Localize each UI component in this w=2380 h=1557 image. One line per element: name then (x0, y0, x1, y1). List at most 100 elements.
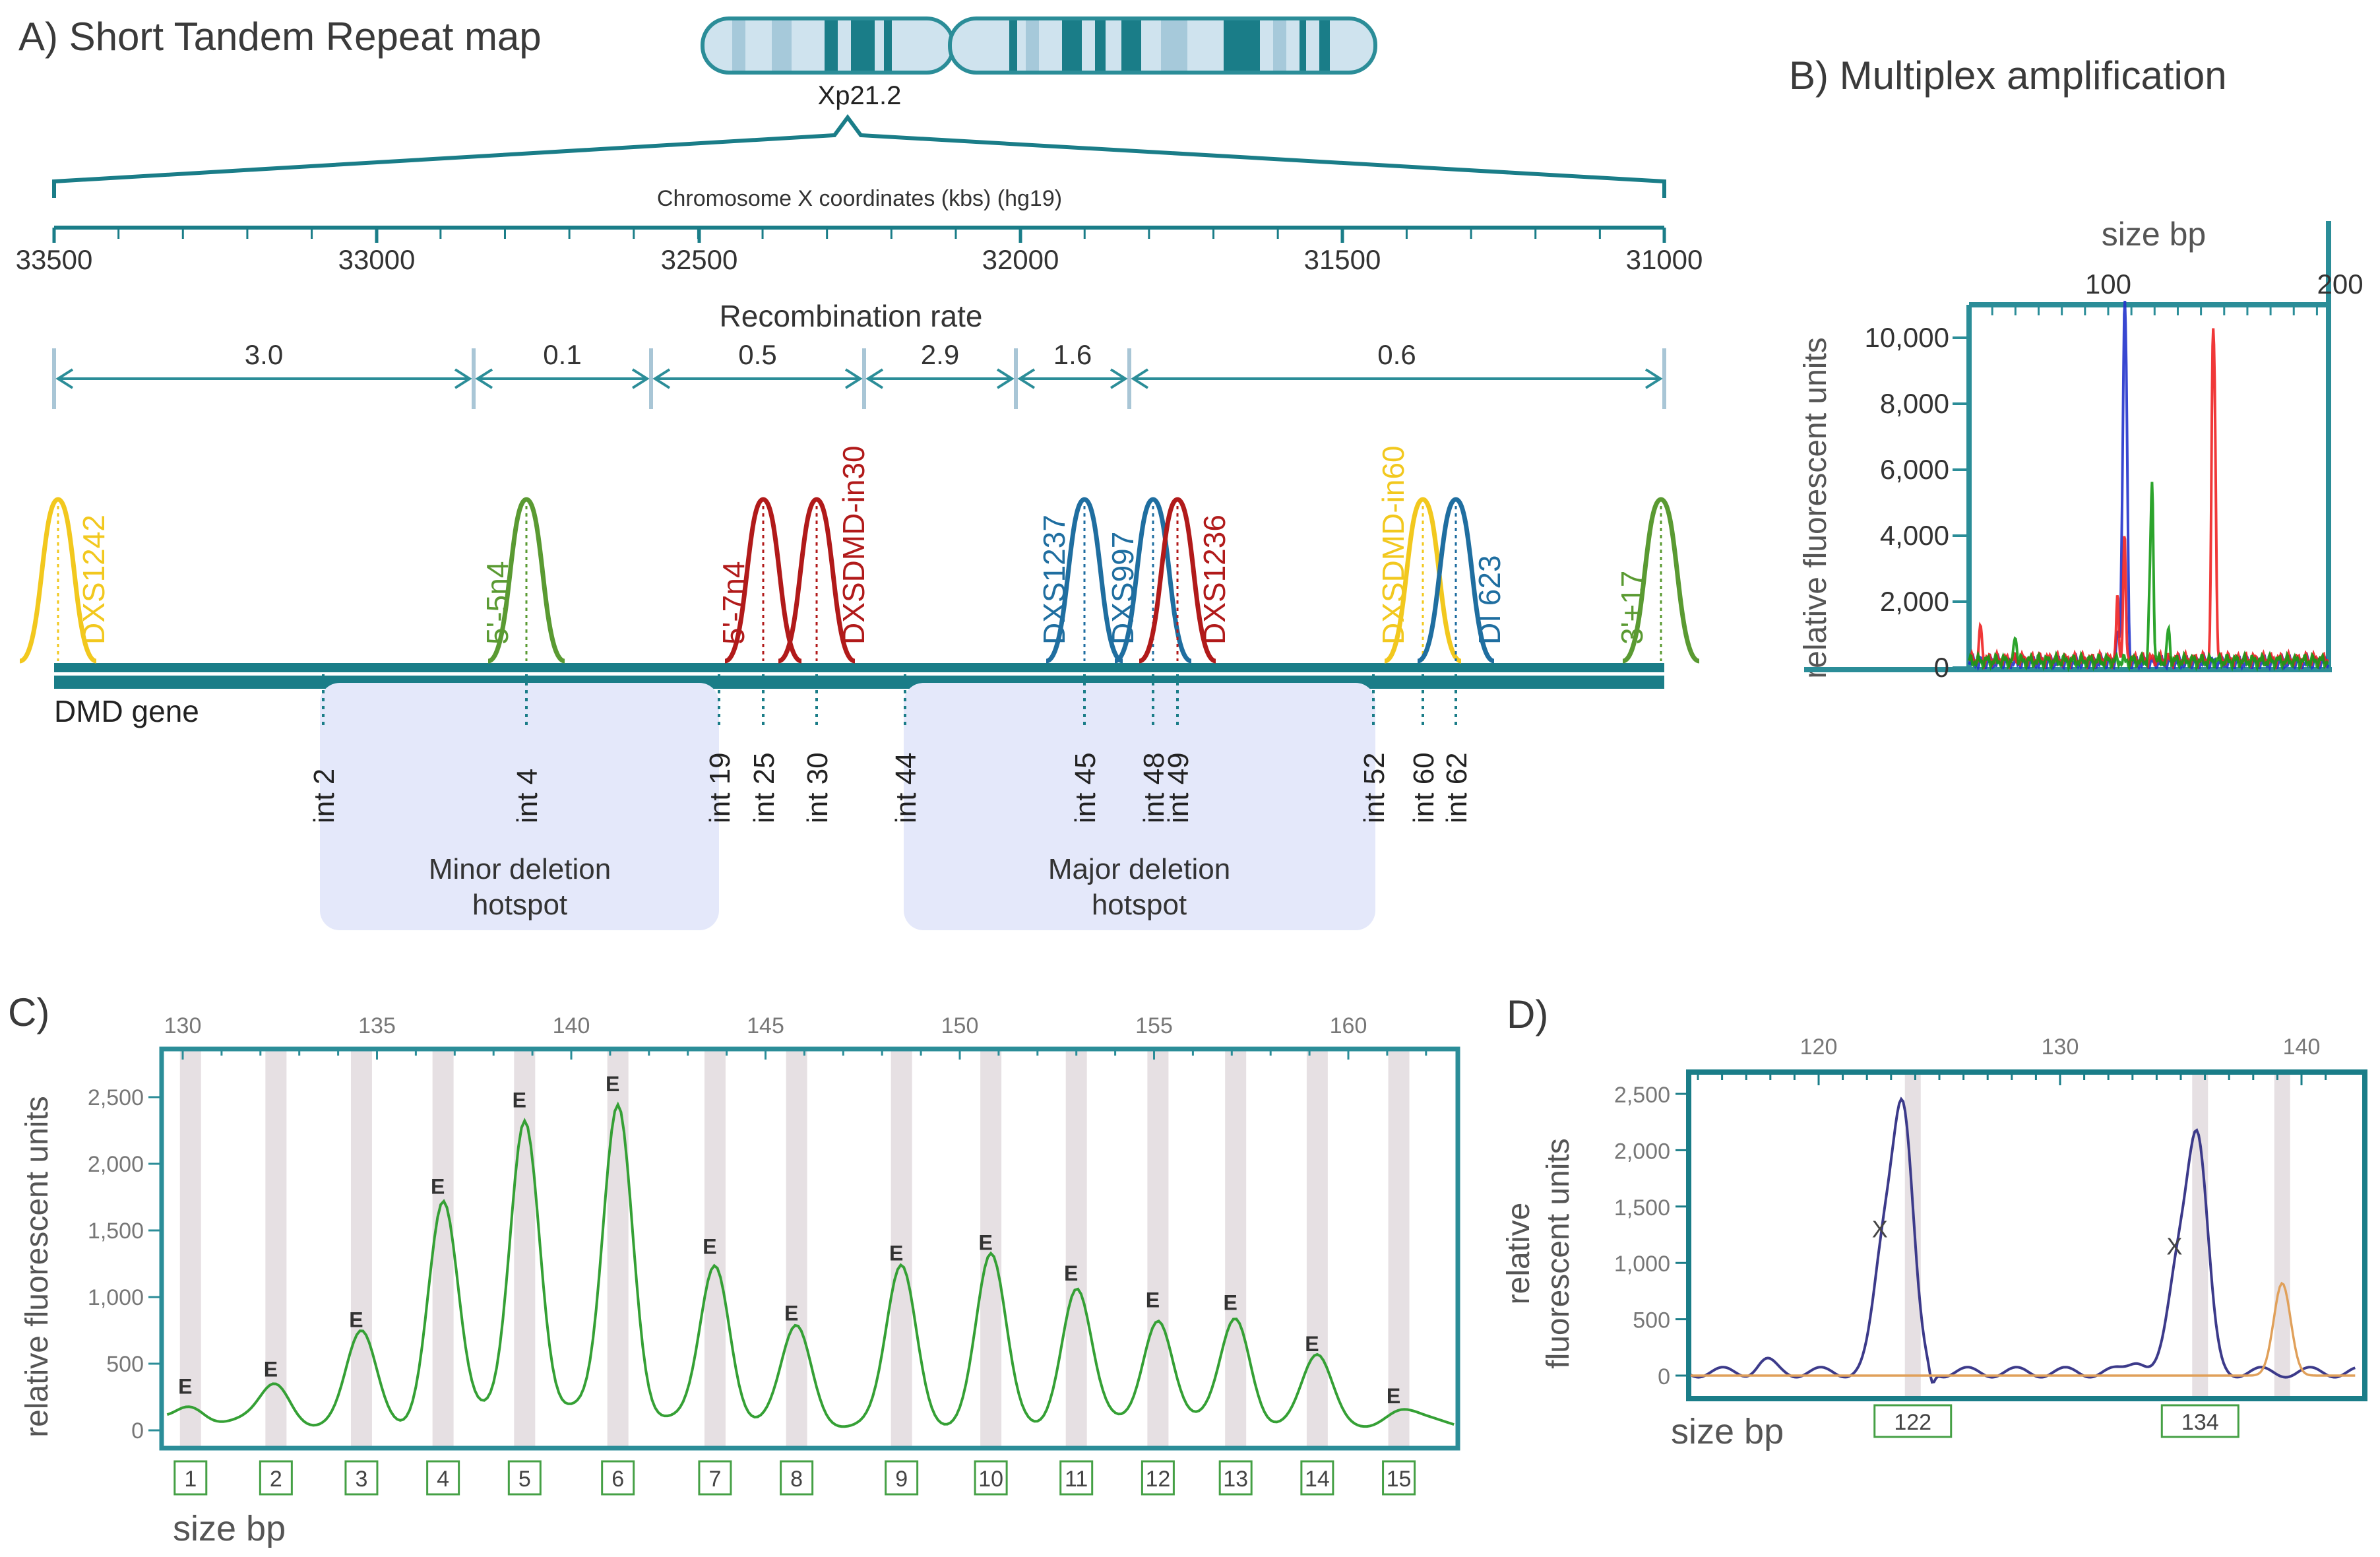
coord-tick-labels: 33500 33000 32500 32000 31500 31000 (16, 228, 1703, 275)
chart-c-peak-band (891, 1050, 912, 1446)
marker-peak (1621, 497, 1701, 664)
chart-c-ytick-label: 2,000 (88, 1152, 144, 1177)
chart-d-ytick-label: 2,000 (1614, 1139, 1670, 1164)
chart-d-peak-annotation: X (1872, 1216, 1888, 1243)
chart-b: 100 200 0 2,000 4,000 6,000 8,000 10,000 (1804, 221, 2364, 683)
chart-c-peak-index-box (344, 1460, 379, 1496)
panel-c-label: C) (8, 990, 49, 1034)
chart-d-allele-label: 122 (1894, 1410, 1931, 1435)
chart-c-peak-band (432, 1050, 454, 1446)
chart-d-peak-band (2192, 1074, 2208, 1397)
chart-c-peak-index-box (1141, 1460, 1175, 1496)
panel-b-xlabel: size bp (2102, 216, 2206, 253)
chart-c-peak-band (1065, 1050, 1087, 1446)
marker-label: DXSDMD-in30 (836, 445, 871, 645)
major-hotspot-line2: hotspot (1092, 889, 1187, 921)
chart-c-peak-index-box (1218, 1460, 1253, 1496)
chart-d: 120 130 140 0 500 1,000 1,500 2,000 2,500 X X 122 13… (1614, 1034, 2367, 1438)
marker-label: 5'-5n4 (480, 561, 515, 645)
chart-c-peak-marker: E (1305, 1332, 1319, 1356)
chart-c-peak-band (514, 1050, 536, 1446)
chart-c-peak-index: 9 (895, 1467, 908, 1492)
chart-c-peak-index: 1 (184, 1467, 197, 1492)
chart-d-frame (1686, 1069, 2367, 1401)
recomb-rate-label: 0.5 (738, 339, 776, 370)
recomb-rate-label: 3.0 (245, 339, 283, 370)
chart-c-peak-band (1147, 1050, 1169, 1446)
str-markers: DXS1242 5'-5n4 5'-7n4 DXSDMD-in30 DXS1237 DXS… (18, 445, 1701, 664)
marker-label: DXSDMD-in60 (1376, 445, 1410, 645)
chart-c-peak-index: 2 (270, 1467, 282, 1492)
chart-c-trace (166, 1101, 1455, 1428)
recomb-arrowhead-right (631, 368, 650, 389)
recomb-arrowhead-left (55, 368, 74, 389)
chart-c-peak-index: 6 (611, 1467, 624, 1492)
chart-d-xtick-label: 120 (1800, 1034, 1838, 1060)
marker-peak (1138, 497, 1217, 664)
marker-peak (1383, 497, 1462, 664)
chart-c-ytick-label: 1,500 (88, 1219, 144, 1244)
minor-deletion-hotspot (320, 683, 719, 930)
coord-tick-label: 31000 (1626, 244, 1703, 275)
marker-peak (1113, 497, 1193, 664)
recomb-arrowhead-right (844, 368, 863, 389)
chart-c-peak-index-box (885, 1460, 919, 1496)
chart-b-xtick-label: 100 (2085, 269, 2131, 300)
marker-label: 5'-7n4 (716, 561, 751, 645)
intron-label: int 52 (1358, 752, 1391, 823)
chart-c-peak-band (1225, 1050, 1247, 1446)
chart-c-ytick-label: 1,000 (88, 1285, 144, 1310)
intron-label: int 19 (704, 752, 736, 823)
recomb-arrowhead-left (1131, 368, 1149, 389)
chart-c-peak-band (704, 1050, 726, 1446)
panel-c-ylabel: relative fluorescent units (20, 1096, 55, 1438)
recomb-rate-label: 1.6 (1053, 339, 1092, 370)
marker-peak (777, 497, 856, 664)
marker-label: DXS997 (1106, 532, 1140, 645)
chart-c-peak-band (980, 1050, 1002, 1446)
coord-caption: Chromosome X coordinates (kbs) (hg19) (657, 186, 1062, 211)
panel-c-xlabel: size bp (173, 1509, 286, 1548)
chart-d-peak-band (2274, 1074, 2290, 1397)
chart-c-peak-band (786, 1050, 807, 1446)
chart-c-peak-index: 10 (978, 1467, 1003, 1492)
chart-c-peak-index-box (426, 1460, 460, 1496)
dmd-gene-bar (54, 663, 1664, 672)
chart-b-ytick-label: 2,000 (1880, 586, 1949, 617)
intron-label: int 44 (890, 752, 922, 823)
chart-d-xtick-label: 130 (2042, 1034, 2079, 1060)
chart-c-peak-index: 5 (518, 1467, 531, 1492)
intron-label: int 4 (511, 769, 544, 823)
coord-tick-label: 32000 (982, 244, 1059, 275)
chart-c-xtick-label: 160 (1330, 1013, 1367, 1038)
chart-b-ytick-label: 8,000 (1880, 388, 1949, 419)
intron-label: int 62 (1441, 752, 1473, 823)
chart-d-series-orange (1691, 1281, 2356, 1377)
intron-label: int 30 (801, 752, 834, 823)
intron-label: int 45 (1069, 752, 1102, 823)
marker-peak (1045, 497, 1124, 664)
panel-d-ylabel-1: relative (1501, 1203, 1536, 1305)
coord-tick-label: 33500 (16, 244, 93, 275)
panel-b-ylabel: relative fluorescent units (1798, 337, 1833, 679)
marker-label: DI 623 (1472, 555, 1507, 645)
chart-c-peak-index: 13 (1223, 1467, 1248, 1492)
chart-c-peak-index-box (1059, 1460, 1094, 1496)
chart-c-peak-marker: E (978, 1231, 992, 1255)
recomb-arrowhead-left (475, 368, 493, 389)
recomb-rate-label: 0.6 (1377, 339, 1416, 370)
panel-d-label: D) (1507, 992, 1548, 1036)
recomb-title: Recombination rate (720, 299, 983, 333)
chart-b-series-green (1968, 482, 2329, 672)
chart-c-peak-marker: E (889, 1242, 903, 1265)
marker-label: 3'+17 (1615, 571, 1649, 645)
intron-label: int 2 (308, 769, 340, 823)
chart-b-ytick-label: 0 (1934, 652, 1949, 683)
chart-d-ytick-label: 0 (1658, 1364, 1670, 1389)
chart-c-peak-index-box (507, 1460, 542, 1496)
chart-c-xtick-label: 130 (164, 1013, 202, 1038)
chart-c-frame (159, 1046, 1460, 1451)
chart-d-ytick-label: 1,500 (1614, 1195, 1670, 1221)
chart-c: 130 135 140 145 150 155 16005001,0001,5002,000… (88, 1013, 1460, 1496)
chart-c-xtick-label: 145 (747, 1013, 784, 1038)
